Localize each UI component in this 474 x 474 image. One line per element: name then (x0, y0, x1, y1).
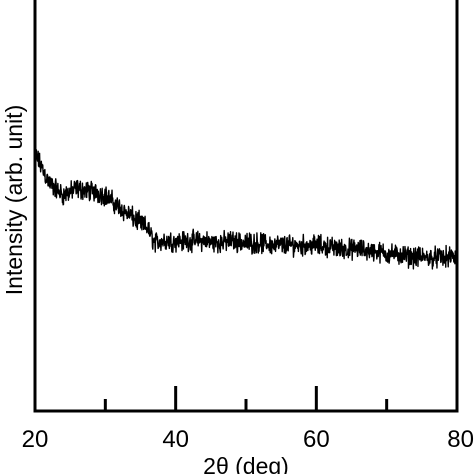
x-tick-label: 40 (162, 426, 189, 453)
series-layer (34, 145, 458, 270)
x-axis-title: 2θ (deg) (203, 453, 289, 474)
x-tick-label: 80 (447, 426, 474, 453)
x-tick-label: 60 (303, 426, 330, 453)
xrd-pattern-line (34, 145, 458, 270)
x-axis-ticks (103, 386, 389, 411)
y-axis-title: Intensity (arb. unit) (1, 105, 27, 295)
tick-labels: 20 40 60 80 (22, 426, 474, 453)
plot-frame (33, 0, 459, 413)
x-tick-label: 20 (22, 426, 49, 453)
